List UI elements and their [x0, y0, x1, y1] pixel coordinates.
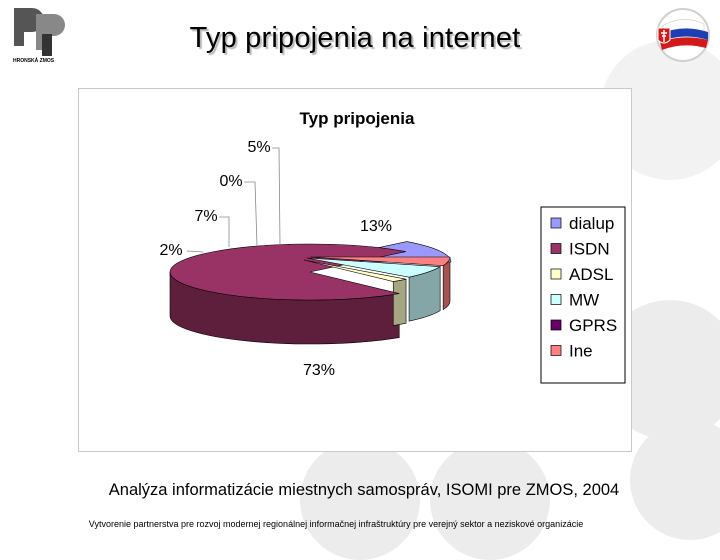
footer-text: Vytvorenie partnerstva pre rozvoj modern… — [88, 519, 584, 529]
legend-label-gprs: GPRS — [569, 316, 617, 335]
legend-swatch-isdn — [550, 243, 562, 254]
pie-slice-mw — [306, 257, 442, 278]
source-caption: Analýza informatizácie miestnych samospr… — [108, 481, 620, 499]
leader-line-gprs — [244, 181, 258, 247]
partnership-logo: HRONSKÁ ZMOS — [12, 6, 68, 64]
data-label-dialup: 13% — [360, 218, 392, 235]
leader-line-ine — [272, 147, 281, 246]
data-label-adsl: 2% — [159, 242, 182, 259]
legend-swatch-gprs — [550, 319, 562, 331]
legend-label-mw: MW — [569, 291, 599, 310]
pie-chart: Typ pripojenia 13% 73% 2% 7% 0% 5% dialup ISDN… — [159, 109, 626, 384]
legend-swatch-mw — [550, 294, 562, 305]
legend-label-dialup: dialup — [569, 214, 614, 233]
pie-slice-side-adsl — [392, 278, 407, 326]
data-label-mw: 7% — [194, 208, 217, 225]
legend-swatch-dialup — [550, 217, 562, 229]
slovak-flag-circle-logo — [652, 6, 714, 64]
slide-title: Typ pripojenia na internet — [189, 22, 521, 54]
legend-label-isdn: ISDN — [569, 240, 610, 259]
background-circle — [630, 420, 720, 540]
background-circle — [430, 440, 550, 560]
chart-frame: Typ pripojenia 13% 73% 2% 7% 0% 5% dialup ISDN… — [78, 88, 632, 452]
chart-title: Typ pripojenia — [300, 109, 415, 128]
pie-slice-ine — [309, 256, 451, 266]
logo-text: HRONSKÁ ZMOS — [13, 57, 55, 64]
background-circle — [300, 440, 420, 560]
data-label-gprs: 0% — [219, 173, 242, 190]
leader-line-mw — [219, 216, 230, 247]
leader-line-adsl — [186, 250, 204, 253]
legend-label-ine: Ine — [569, 342, 593, 361]
legend-label-adsl: ADSL — [569, 265, 613, 284]
pie-slice-adsl — [303, 259, 407, 282]
legend-swatch-ine — [550, 345, 562, 356]
data-label-isdn: 73% — [303, 362, 335, 379]
data-label-ine: 5% — [247, 139, 270, 156]
legend-swatch-adsl — [550, 268, 562, 280]
